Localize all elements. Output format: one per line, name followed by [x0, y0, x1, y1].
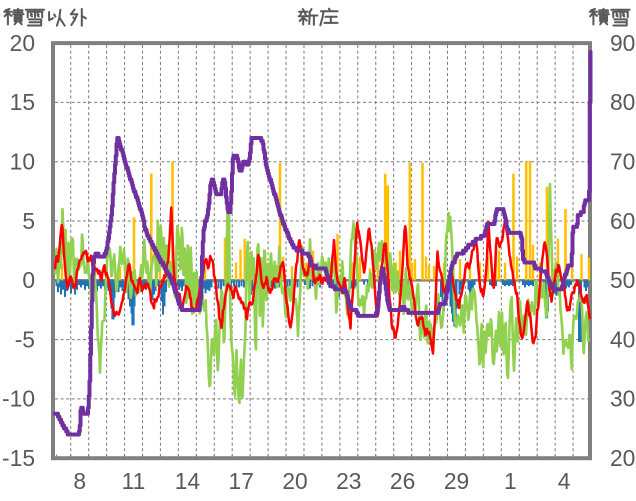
svg-text:20: 20 [282, 468, 307, 494]
svg-text:23: 23 [336, 468, 361, 494]
svg-text:70: 70 [610, 149, 635, 175]
svg-text:20: 20 [10, 30, 35, 56]
svg-text:17: 17 [229, 468, 254, 494]
svg-text:60: 60 [610, 208, 635, 234]
svg-text:8: 8 [73, 468, 86, 494]
svg-text:0: 0 [22, 267, 35, 293]
svg-text:10: 10 [10, 149, 35, 175]
svg-text:-10: -10 [2, 386, 35, 412]
svg-text:15: 15 [10, 89, 35, 115]
svg-text:40: 40 [610, 326, 635, 352]
svg-text:50: 50 [610, 267, 635, 293]
svg-text:5: 5 [22, 208, 35, 234]
svg-text:-15: -15 [2, 445, 35, 471]
svg-text:90: 90 [610, 30, 635, 56]
svg-text:30: 30 [610, 386, 635, 412]
svg-text:11: 11 [122, 468, 146, 494]
svg-text:4: 4 [558, 468, 571, 494]
svg-text:1: 1 [504, 468, 517, 494]
svg-text:80: 80 [610, 89, 635, 115]
svg-text:14: 14 [175, 468, 201, 494]
svg-text:-5: -5 [15, 326, 35, 352]
svg-text:26: 26 [390, 468, 415, 494]
svg-text:29: 29 [444, 468, 469, 494]
svg-text:20: 20 [610, 445, 635, 471]
